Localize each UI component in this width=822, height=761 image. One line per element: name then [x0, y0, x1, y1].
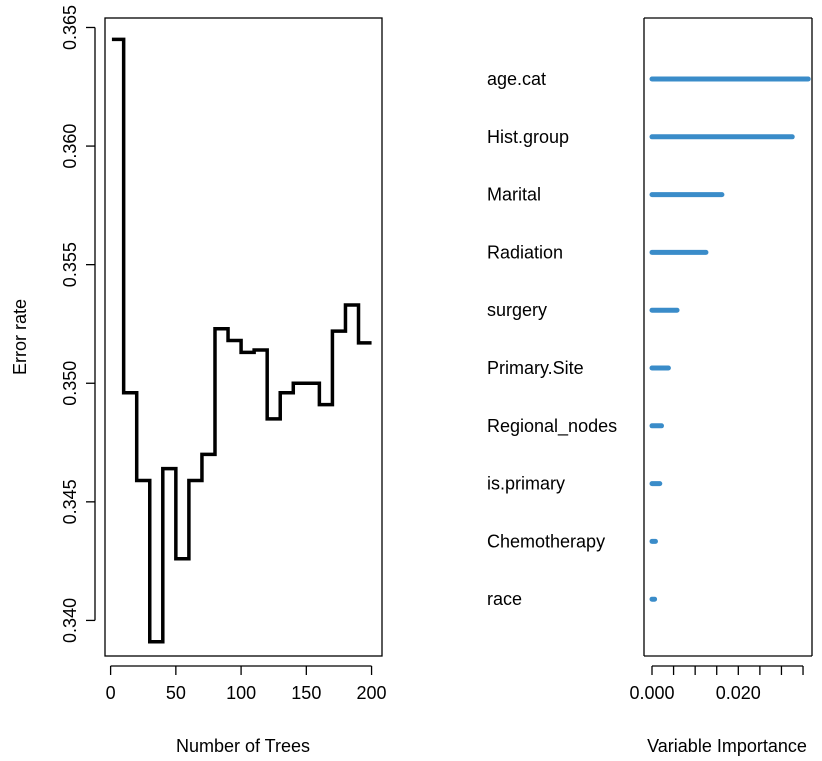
error-x-tick-label: 100: [226, 683, 256, 703]
error-y-tick-label: 0.355: [60, 242, 80, 287]
importance-category-label: age.cat: [487, 69, 546, 89]
error-y-tick-label: 0.345: [60, 479, 80, 524]
error-plot-frame: [104, 17, 383, 657]
error-rate-line: [111, 37, 372, 644]
error-x-tick-label: 50: [166, 683, 186, 703]
importance-category-label: Primary.Site: [487, 358, 584, 378]
error-y-axis-label: Error rate: [10, 299, 30, 375]
importance-category-label: is.primary: [487, 474, 565, 494]
importance-category-label: Hist.group: [487, 127, 569, 147]
importance-x-axis: 0.000 0.020: [629, 665, 804, 703]
importance-category-label: Marital: [487, 185, 541, 205]
importance-category-label: Regional_nodes: [487, 416, 617, 437]
error-y-tick-label: 0.350: [60, 361, 80, 406]
error-rate-panel: 0 50 100 150 200 0.340 0.345 0.350 0.355 0.360 0.3…: [10, 5, 387, 756]
importance-x-tick-label: 0.020: [716, 683, 761, 703]
error-x-tick-label: 200: [357, 683, 387, 703]
importance-category-labels: age.cat Hist.group Marital Radiation surgery…: [487, 69, 617, 609]
error-axes: 0 50 100 150 200 0.340 0.345 0.350 0.355 0.360 0.3…: [60, 5, 387, 703]
importance-panel: age.cat Hist.group Marital Radiation surgery…: [487, 17, 813, 756]
importance-category-label: surgery: [487, 300, 547, 320]
error-x-tick-label: 150: [291, 683, 321, 703]
importance-bars: [649, 76, 811, 602]
error-y-tick-label: 0.360: [60, 124, 80, 169]
importance-category-label: race: [487, 589, 522, 609]
importance-category-label: Radiation: [487, 242, 563, 262]
importance-x-axis-label: Variable Importance: [647, 736, 807, 756]
error-y-tick-label: 0.365: [60, 5, 80, 50]
error-x-axis-label: Number of Trees: [176, 736, 310, 756]
importance-category-label: Chemotherapy: [487, 531, 605, 551]
error-x-tick-label: 0: [106, 683, 116, 703]
error-y-tick-label: 0.340: [60, 598, 80, 643]
importance-x-tick-label: 0.000: [629, 683, 674, 703]
